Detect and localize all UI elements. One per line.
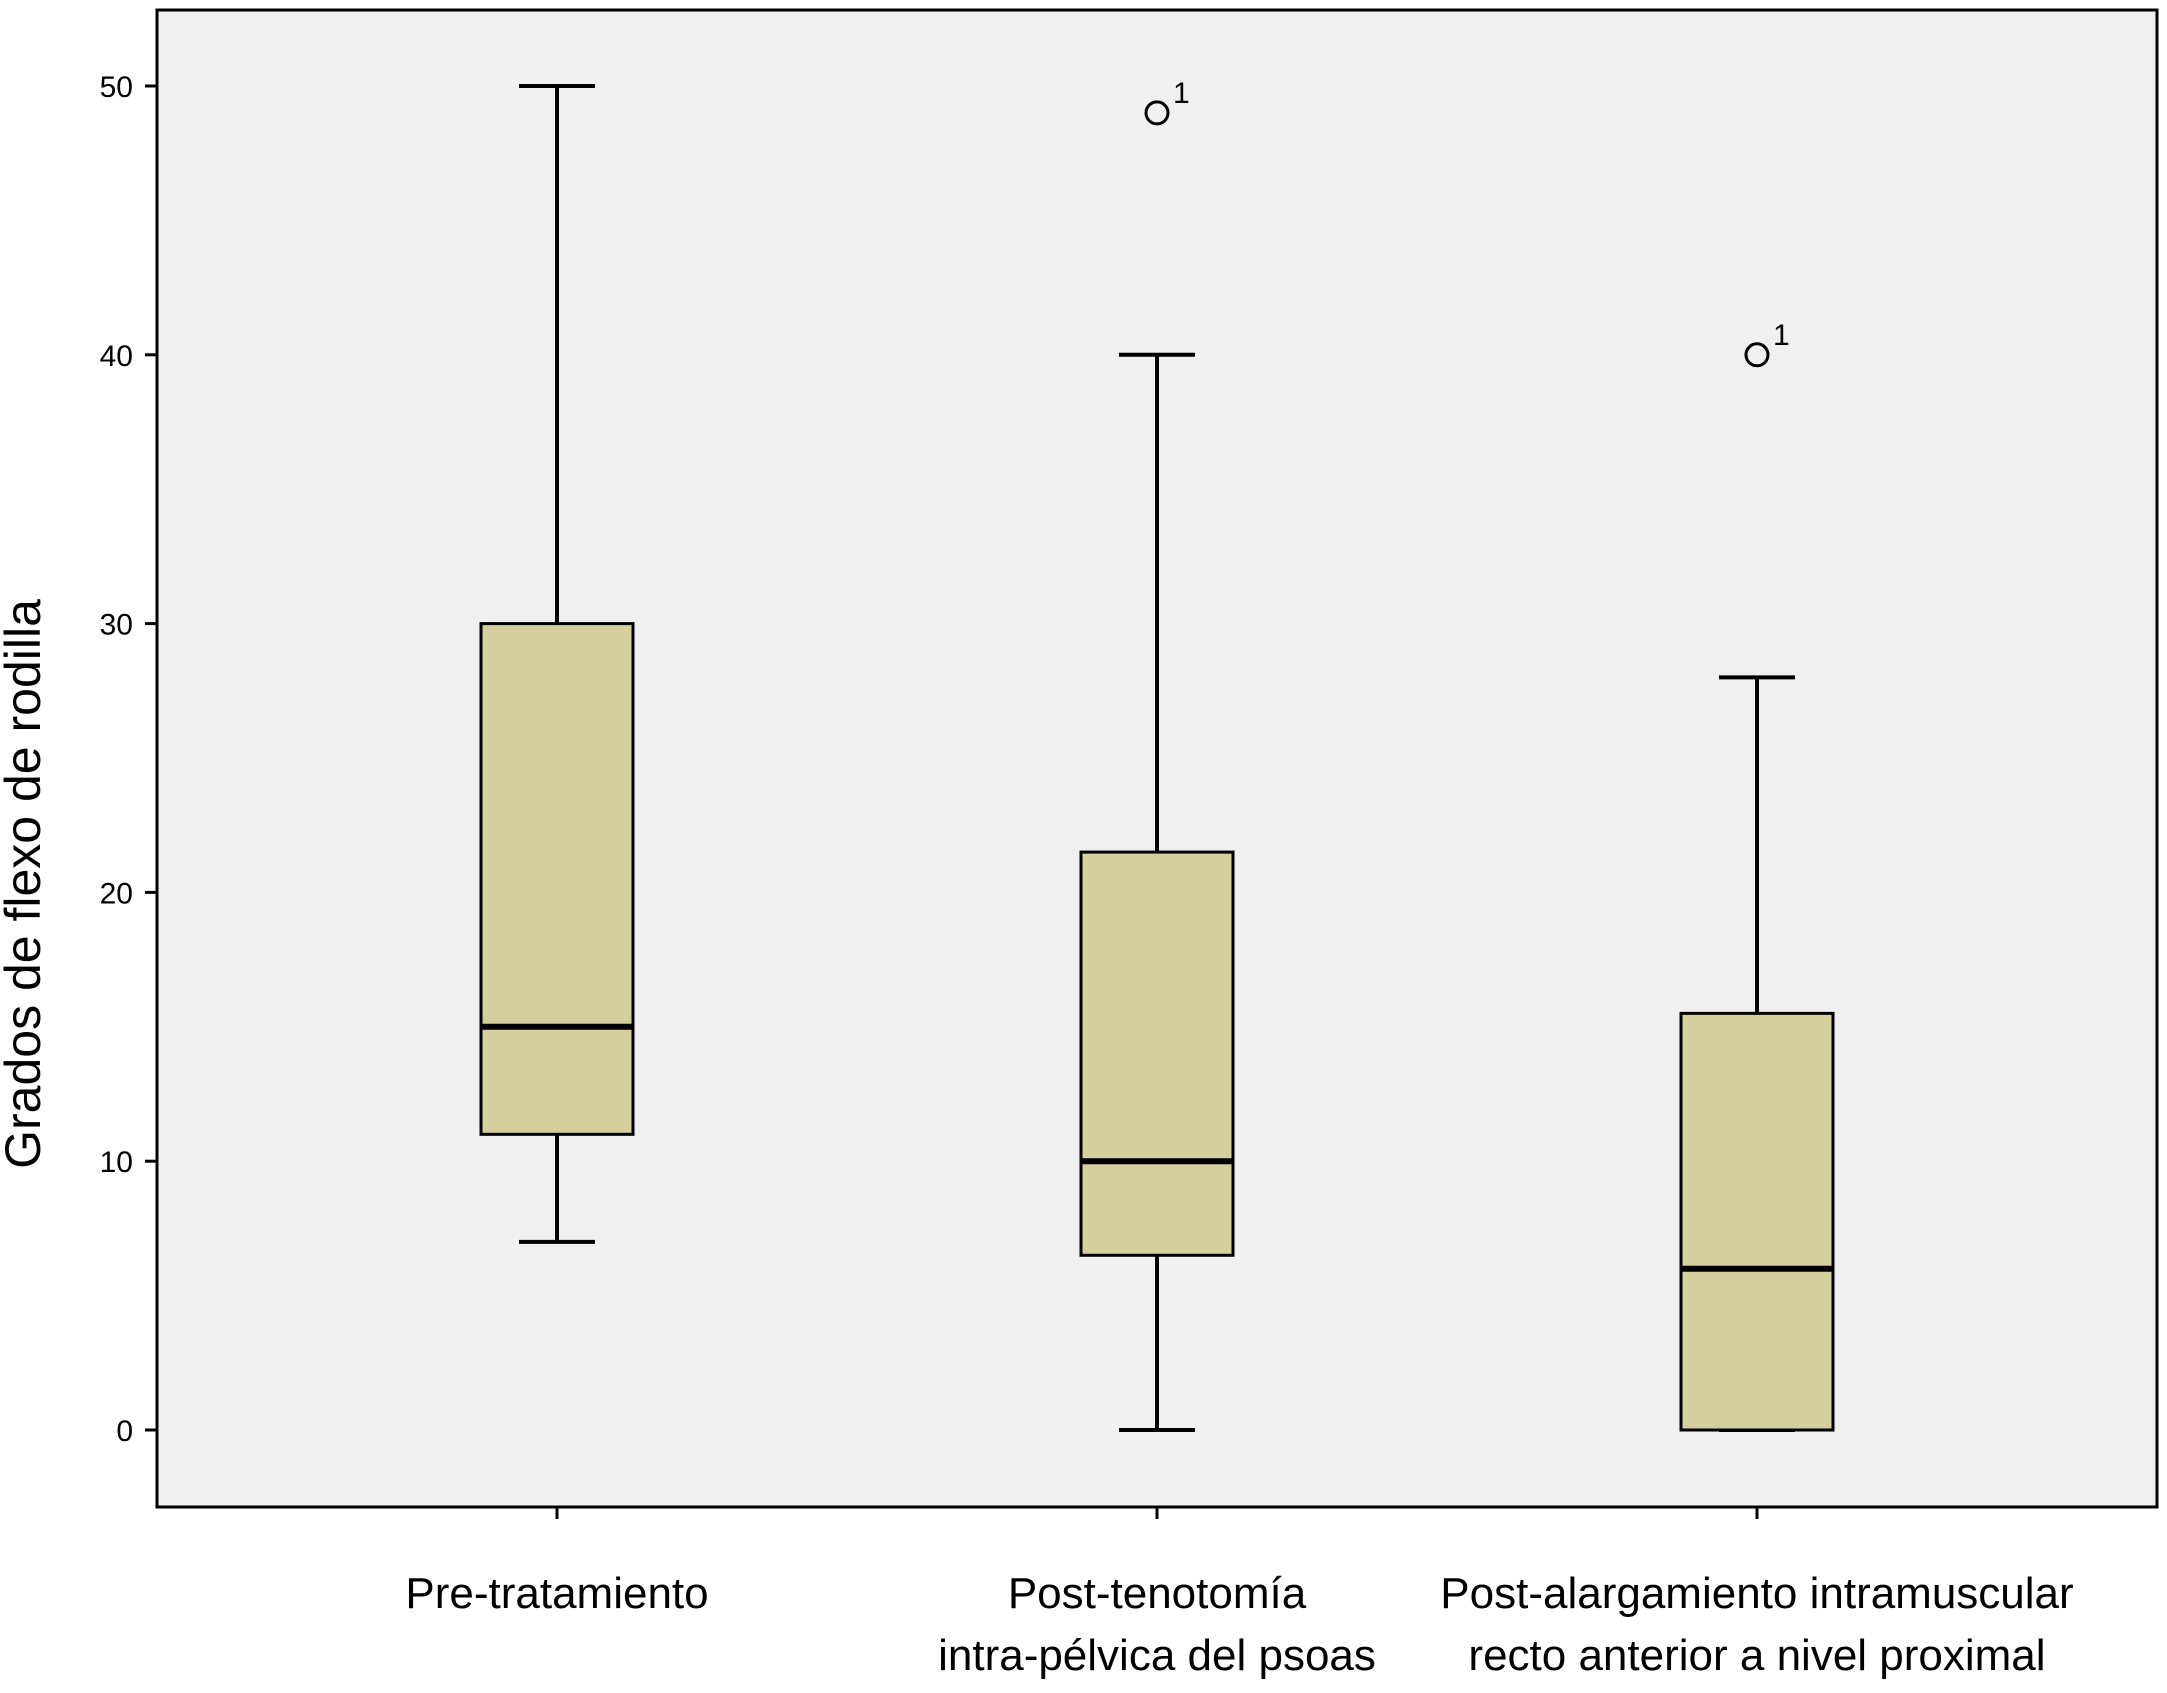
y-tick-label: 20 <box>100 877 133 910</box>
iqr-box <box>1679 1011 1835 1432</box>
boxes: 11 <box>479 77 1835 1432</box>
x-category-label: recto anterior a nivel proximal <box>1468 1631 2045 1680</box>
box-group: 1 <box>1079 77 1235 1432</box>
outlier-point <box>1744 342 1770 368</box>
iqr-box <box>479 622 635 1136</box>
outlier-label: 1 <box>1173 77 1190 110</box>
y-tick-label: 50 <box>100 71 133 104</box>
box-group: 1 <box>1679 319 1835 1432</box>
y-tick-label: 30 <box>100 609 133 642</box>
y-tick-label: 40 <box>100 340 133 373</box>
y-axis: 0 10 20 30 40 50 <box>100 71 157 1448</box>
x-category-label: Post-tenotomía <box>1008 1569 1307 1618</box>
outlier-point <box>1144 100 1170 126</box>
x-axis: Pre-tratamiento Post-tenotomía intra-pélvi… <box>405 1507 2074 1680</box>
y-axis-label: Grados de flexo de rodilla <box>0 599 51 1169</box>
x-category-label: intra-pélvica del psoas <box>938 1631 1376 1680</box>
x-category-label: Post-alargamiento intramuscular <box>1440 1569 2073 1618</box>
outlier-label: 1 <box>1773 319 1790 352</box>
x-category-label: Pre-tratamiento <box>405 1569 708 1618</box>
y-tick-label: 10 <box>100 1146 133 1179</box>
iqr-box <box>1079 850 1235 1257</box>
box-group <box>479 84 635 1244</box>
y-tick-label: 0 <box>116 1415 133 1448</box>
